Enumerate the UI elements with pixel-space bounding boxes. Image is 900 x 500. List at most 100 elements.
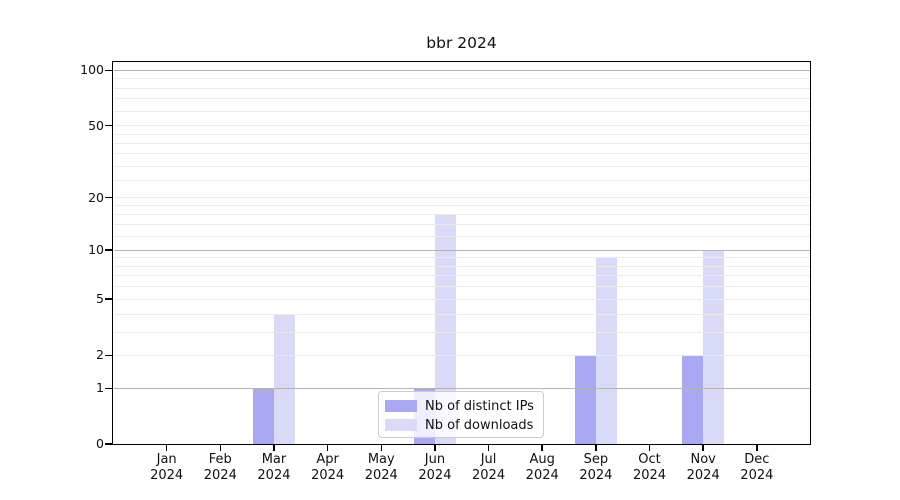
x-tick-jun-2024 bbox=[434, 445, 436, 451]
gridline-minor-y-50 bbox=[114, 125, 810, 127]
x-tick-label-may-2024: May 2024 bbox=[353, 452, 409, 483]
legend-label-downloads: Nb of downloads bbox=[425, 417, 534, 433]
bar-nb-of-distinct-ips-nov-2024 bbox=[682, 355, 704, 444]
gridline-major-y-100 bbox=[114, 69, 810, 71]
x-tick-label-line: Sep bbox=[583, 452, 609, 467]
y-tick-label-2: 2 bbox=[96, 347, 104, 363]
gridline-minor-y-5 bbox=[114, 298, 810, 300]
bar-nb-of-downloads-jun-2024 bbox=[434, 214, 456, 444]
x-tick-label-oct-2024: Oct 2024 bbox=[622, 452, 678, 483]
x-tick-nov-2024 bbox=[702, 445, 704, 451]
y-tick-label-5: 5 bbox=[96, 291, 104, 307]
gridline-minor-y-9 bbox=[114, 257, 810, 259]
x-tick-label-line: Feb bbox=[208, 452, 232, 467]
bar-nb-of-distinct-ips-mar-2024 bbox=[252, 388, 274, 444]
gridline-minor-y-45 bbox=[114, 133, 810, 135]
x-tick-label-line: Jun bbox=[424, 452, 446, 467]
x-tick-label-line: 2024 bbox=[686, 467, 720, 483]
gridline-minor-y-60 bbox=[114, 110, 810, 112]
gridline-minor-y-35 bbox=[114, 153, 810, 155]
x-tick-label-line: Nov bbox=[690, 452, 716, 467]
gridline-minor-y-12 bbox=[114, 236, 810, 238]
y-tick-label-0: 0 bbox=[96, 436, 104, 451]
gridline-minor-y-18 bbox=[114, 205, 810, 207]
x-tick-may-2024 bbox=[380, 445, 383, 451]
x-tick-apr-2024 bbox=[326, 445, 329, 451]
gridline-minor-y-20 bbox=[114, 197, 810, 199]
x-tick-feb-2024 bbox=[219, 445, 222, 451]
y-tick-10 bbox=[105, 249, 112, 251]
legend-item-distinct-ips: Nb of distinct IPs bbox=[385, 397, 543, 415]
x-tick-label-line: 2024 bbox=[579, 467, 613, 483]
gridline-minor-y-6 bbox=[114, 286, 810, 288]
y-tick-1 bbox=[105, 387, 112, 390]
x-tick-jul-2024 bbox=[487, 445, 490, 451]
gridline-major-y-10 bbox=[114, 249, 810, 251]
gridline-minor-y-90 bbox=[114, 78, 810, 80]
gridline-minor-y-14 bbox=[114, 224, 810, 226]
x-tick-label-line: Oct bbox=[638, 452, 661, 467]
gridline-minor-y-2 bbox=[114, 354, 810, 356]
x-tick-mar-2024 bbox=[273, 445, 275, 451]
x-tick-label-apr-2024: Apr 2024 bbox=[300, 452, 356, 483]
x-tick-label-feb-2024: Feb 2024 bbox=[192, 452, 248, 483]
bar-nb-of-downloads-nov-2024 bbox=[703, 250, 725, 444]
chart-title: bbr 2024 bbox=[426, 34, 497, 52]
x-tick-label-sep-2024: Sep 2024 bbox=[568, 452, 624, 483]
y-tick-50 bbox=[105, 124, 112, 127]
x-tick-label-jan-2024: Jan 2024 bbox=[139, 452, 195, 483]
x-tick-label-line: 2024 bbox=[203, 467, 237, 483]
gridline-minor-y-30 bbox=[114, 165, 810, 167]
gridline-minor-y-7 bbox=[114, 275, 810, 277]
x-tick-label-line: 2024 bbox=[257, 467, 291, 483]
x-tick-sep-2024 bbox=[595, 445, 597, 451]
x-tick-label-line: Dec bbox=[744, 452, 770, 467]
x-tick-label-line: Apr bbox=[316, 452, 339, 467]
x-tick-jan-2024 bbox=[165, 445, 168, 451]
y-tick-label-100: 100 bbox=[80, 62, 104, 78]
y-tick-100 bbox=[105, 69, 112, 72]
y-tick-label-50: 50 bbox=[88, 117, 104, 133]
legend-item-downloads: Nb of downloads bbox=[385, 416, 543, 434]
x-tick-label-aug-2024: Aug 2024 bbox=[514, 452, 570, 483]
x-tick-label-line: 2024 bbox=[525, 467, 559, 483]
bar-nb-of-downloads-sep-2024 bbox=[595, 257, 617, 444]
gridline-minor-y-80 bbox=[114, 87, 810, 89]
gridline-minor-y-40 bbox=[114, 142, 810, 144]
legend-label-distinct-ips: Nb of distinct IPs bbox=[425, 398, 534, 414]
gridline-minor-y-25 bbox=[114, 179, 810, 181]
gridline-major-y-1 bbox=[114, 387, 810, 389]
legend-swatch-distinct-ips bbox=[385, 400, 417, 412]
gridline-minor-y-16 bbox=[114, 214, 810, 216]
x-tick-label-line: Jan bbox=[156, 452, 177, 467]
x-tick-label-nov-2024: Nov 2024 bbox=[675, 452, 731, 483]
y-tick-0 bbox=[105, 443, 112, 445]
x-tick-label-line: Jul bbox=[480, 452, 497, 467]
legend: Nb of distinct IPs Nb of downloads bbox=[378, 391, 544, 438]
y-tick-label-20: 20 bbox=[88, 189, 104, 205]
y-tick-5 bbox=[105, 298, 112, 300]
gridline-minor-y-3 bbox=[114, 331, 810, 333]
y-tick-label-1: 1 bbox=[96, 380, 104, 396]
x-tick-label-line: 2024 bbox=[418, 467, 452, 483]
x-tick-label-mar-2024: Mar 2024 bbox=[246, 452, 302, 483]
gridline-minor-y-4 bbox=[114, 313, 810, 315]
x-tick-label-line: 2024 bbox=[311, 467, 345, 483]
x-tick-label-jun-2024: Jun 2024 bbox=[407, 452, 463, 483]
x-tick-label-line: 2024 bbox=[740, 467, 774, 483]
x-tick-label-line: 2024 bbox=[472, 467, 506, 483]
x-tick-label-line: May bbox=[367, 452, 395, 467]
y-tick-2 bbox=[105, 354, 112, 357]
x-tick-aug-2024 bbox=[541, 445, 543, 451]
legend-swatch-downloads bbox=[385, 419, 417, 431]
x-tick-oct-2024 bbox=[648, 445, 651, 451]
gridline-minor-y-70 bbox=[114, 98, 810, 100]
x-tick-label-line: 2024 bbox=[364, 467, 398, 483]
x-tick-label-line: 2024 bbox=[632, 467, 667, 483]
y-tick-label-10: 10 bbox=[88, 242, 104, 258]
bar-nb-of-distinct-ips-sep-2024 bbox=[574, 355, 596, 444]
x-tick-label-line: Mar bbox=[261, 452, 287, 467]
bar-nb-of-downloads-mar-2024 bbox=[273, 314, 295, 444]
x-tick-label-line: Aug bbox=[529, 452, 555, 467]
